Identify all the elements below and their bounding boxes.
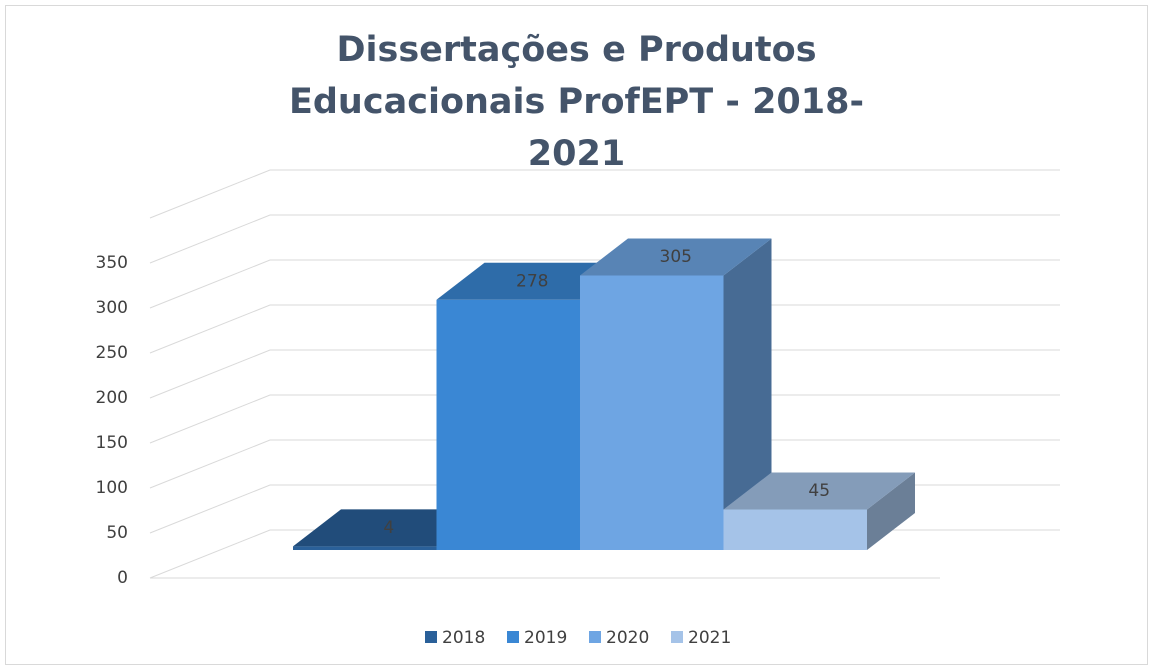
grid-line [149, 304, 1060, 354]
y-tick-label: 100 [96, 478, 128, 498]
y-tick-label: 200 [96, 388, 128, 408]
legend-label: 2020 [606, 628, 649, 648]
y-tick-label: 250 [96, 343, 128, 363]
legend-label: 2021 [688, 628, 731, 648]
bar-top-shade [580, 238, 772, 276]
y-tick-label: 300 [96, 298, 128, 318]
data-label: 278 [516, 271, 548, 291]
bar-top [580, 238, 772, 276]
grid-line [149, 349, 1060, 399]
grid-line [149, 394, 1060, 444]
bar-side-shade [723, 238, 772, 550]
bar-top [723, 472, 915, 510]
y-tick-label: 50 [106, 523, 128, 543]
y-tick-label: 350 [96, 253, 128, 273]
bar [436, 299, 580, 550]
bar-side-shade [867, 472, 915, 550]
bar-side [867, 472, 915, 550]
grid-line [149, 439, 1060, 489]
bar [723, 509, 867, 550]
chart-border [5, 5, 1148, 665]
grid-line [149, 214, 1060, 264]
legend-swatch [671, 631, 683, 643]
bar [293, 546, 437, 550]
data-label: 305 [660, 247, 692, 267]
y-tick-label: 0 [117, 568, 128, 588]
legend-swatch [507, 631, 519, 643]
y-tick-label: 150 [96, 433, 128, 453]
bar [580, 275, 724, 550]
legend-swatch [425, 631, 437, 643]
legend-swatch [589, 631, 601, 643]
legend-label: 2018 [442, 628, 485, 648]
bar-top-shade [723, 472, 915, 510]
bar-side [723, 238, 772, 550]
data-label: 45 [808, 481, 830, 501]
data-label: 4 [383, 518, 394, 538]
grid-line [149, 259, 1060, 309]
legend-label: 2019 [524, 628, 567, 648]
chart-title: Dissertações e Produtos Educacionais Pro… [288, 30, 865, 174]
wall-edge [149, 169, 1060, 219]
